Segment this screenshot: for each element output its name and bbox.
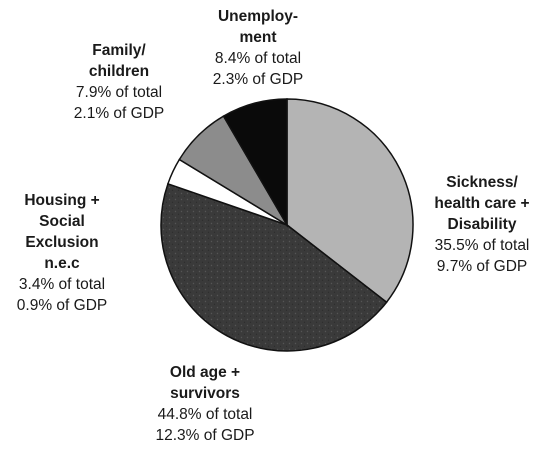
slice-name: Sickness/ health care + Disability	[434, 174, 530, 233]
pie-slice-old-age	[160, 182, 388, 352]
pie-slice-sickness	[286, 98, 414, 304]
slice-gdp: 2.3% of GDP	[212, 71, 304, 88]
slice-gdp: 2.1% of GDP	[73, 105, 165, 122]
slice-gdp: 9.7% of GDP	[436, 258, 528, 275]
slice-name: Old age + survivors	[169, 364, 241, 402]
slice-label-housing: Housing + Social Exclusion n.e.c 3.4% of…	[2, 190, 122, 316]
slice-share: 3.4% of total	[18, 276, 106, 293]
slice-label-family: Family/ children 7.9% of total 2.1% of G…	[56, 40, 182, 124]
slice-label-unemployment: Unemploy- ment 8.4% of total 2.3% of GDP	[195, 6, 321, 90]
slice-label-sickness: Sickness/ health care + Disability 35.5%…	[420, 172, 544, 277]
slice-label-old-age: Old age + survivors 44.8% of total 12.3%…	[130, 362, 280, 446]
slice-gdp: 12.3% of GDP	[155, 427, 255, 444]
slice-name: Unemploy- ment	[217, 8, 299, 46]
slice-share: 35.5% of total	[434, 237, 530, 254]
pie-slice-unemployment	[222, 98, 288, 228]
slice-name: Housing + Social Exclusion n.e.c	[24, 192, 100, 272]
slice-name: Family/ children	[88, 42, 150, 80]
slice-gdp: 0.9% of GDP	[16, 297, 108, 314]
slice-share: 44.8% of total	[157, 406, 253, 423]
slice-share: 7.9% of total	[75, 84, 163, 101]
slice-share: 8.4% of total	[214, 50, 302, 67]
